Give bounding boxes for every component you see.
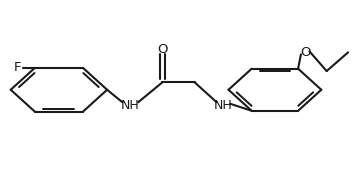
Text: F: F bbox=[14, 61, 21, 74]
Text: O: O bbox=[157, 43, 168, 56]
Text: O: O bbox=[300, 46, 311, 59]
Text: NH: NH bbox=[121, 99, 140, 112]
Text: NH: NH bbox=[214, 99, 232, 112]
